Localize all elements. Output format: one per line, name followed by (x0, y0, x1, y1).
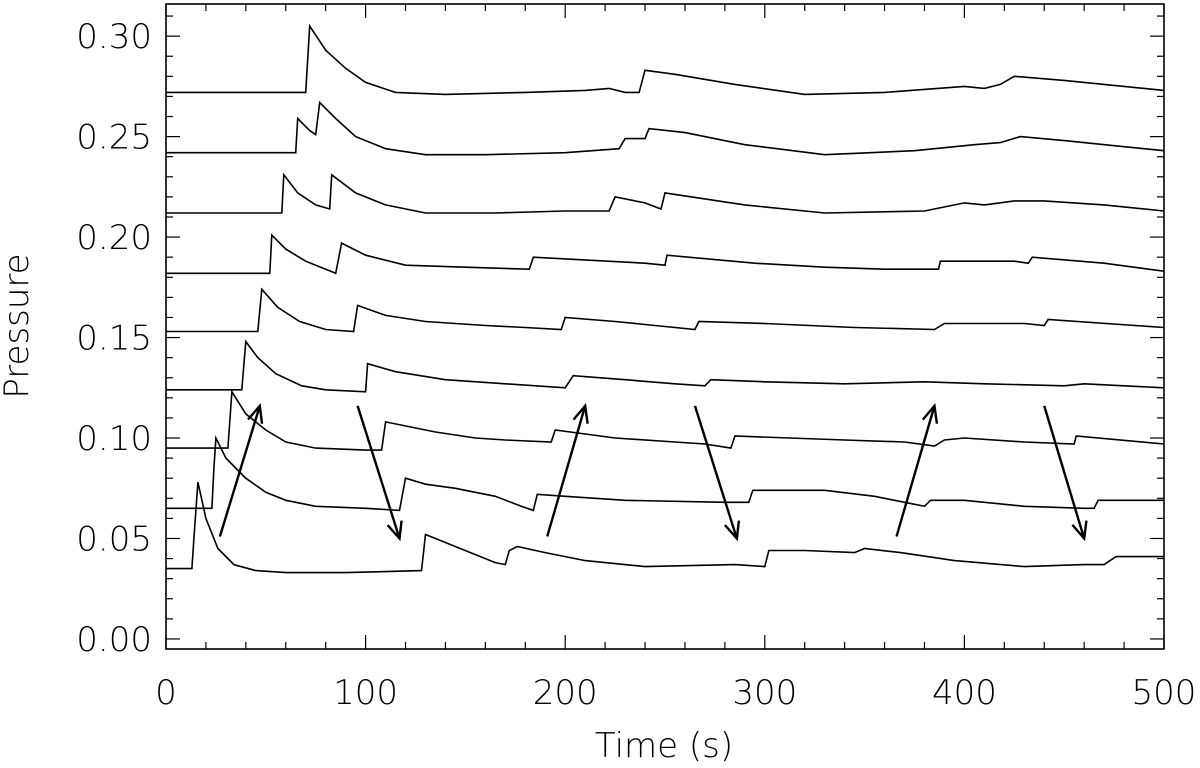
y-tick-label: 0.15 (76, 319, 152, 359)
plot-frame (165, 3, 1165, 650)
x-axis-label: Time (s) (595, 726, 733, 766)
series-layer (166, 23, 1165, 574)
arrow-head (921, 403, 939, 424)
arrow-4 (693, 405, 741, 542)
series-line-3 (166, 389, 1165, 451)
series-line-7 (166, 172, 1165, 214)
arrow-shaft (356, 405, 401, 539)
y-tick-label: 0.25 (76, 118, 152, 158)
arrow-head (386, 520, 403, 542)
x-tick-label: 200 (533, 673, 598, 713)
y-tick-label: 0.30 (76, 17, 152, 57)
y-tick-label: 0.00 (76, 620, 152, 660)
plot-border (165, 3, 1165, 650)
series-line-4 (166, 339, 1165, 393)
arrow-3 (546, 403, 589, 537)
x-axis-ticks: 0 100 200 300 400 500 (155, 4, 1196, 713)
series-line-8 (166, 100, 1165, 156)
arrow-head (1071, 520, 1088, 542)
y-tick-label: 0.10 (76, 419, 152, 459)
series-line-2 (166, 434, 1164, 512)
x-tick-label: 0 (155, 673, 177, 713)
y-tick-label: 0.20 (76, 218, 152, 258)
arrow-head (247, 403, 264, 424)
series-line-9 (166, 23, 1165, 96)
x-tick-label: 100 (333, 673, 398, 713)
arrow-shaft (895, 405, 936, 537)
arrow-shaft (546, 405, 587, 537)
x-tick-label: 500 (1132, 673, 1197, 713)
arrow-shaft (218, 405, 261, 537)
series-line-5 (166, 287, 1165, 333)
arrow-shaft (693, 405, 739, 539)
series-line-1 (166, 482, 1164, 574)
arrow-6 (1043, 405, 1088, 542)
arrow-head (724, 520, 741, 542)
arrow-head (572, 403, 589, 424)
series-line-6 (166, 233, 1165, 275)
y-axis-label: Pressure (0, 253, 37, 398)
arrow-1 (218, 403, 264, 537)
arrow-2 (356, 405, 403, 542)
x-tick-label: 400 (932, 673, 997, 713)
annotation-arrows (218, 403, 1088, 542)
arrow-shaft (1043, 405, 1086, 539)
y-tick-label: 0.05 (76, 519, 152, 559)
x-tick-label: 300 (732, 673, 797, 713)
y-axis-ticks: 0.00 0.05 0.10 0.15 0.20 0.25 0.30 (76, 15, 1164, 660)
arrow-5 (895, 403, 939, 537)
